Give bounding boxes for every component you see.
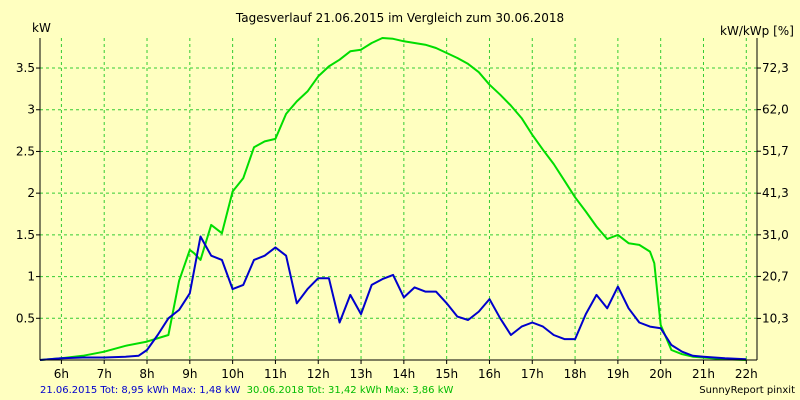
x-tick-label: 6h: [54, 367, 69, 381]
legend-2015: 21.06.2015 Tot: 8,95 kWh Max: 1,48 kW: [40, 385, 241, 396]
x-tick-label: 11h: [264, 367, 287, 381]
credit: SunnyReport pinxit: [699, 385, 795, 396]
y2-tick-label: 20,7: [762, 269, 789, 283]
y-tick-label: 0.5: [16, 311, 35, 325]
x-tick-label: 8h: [139, 367, 154, 381]
series: [39, 37, 747, 361]
x-tick-label: 13h: [350, 367, 373, 381]
legend: 21.06.2015 Tot: 8,95 kWh Max: 1,48 kW 30…: [40, 385, 453, 396]
x-tick-label: 7h: [97, 367, 112, 381]
x-tick-label: 16h: [478, 367, 501, 381]
x-tick-label: 17h: [521, 367, 544, 381]
y-axis-label: kW: [32, 21, 51, 35]
x-tick-label: 14h: [392, 367, 415, 381]
x-tick-label: 20h: [649, 367, 672, 381]
x-tick-label: 19h: [606, 367, 629, 381]
y-tick-label: 1.5: [16, 228, 35, 242]
x-tick-label: 22h: [735, 367, 758, 381]
series-line-21-06-2015: [39, 235, 747, 361]
x-tick-label: 9h: [182, 367, 197, 381]
axes: [36, 38, 761, 364]
y2-tick-label: 10,3: [762, 311, 789, 325]
tick-labels: 6h 7h 8h 9h 10h 11h 12h 13h 14h 15h 16h 17h 18h 19h 20…: [16, 61, 789, 381]
x-tick-label: 18h: [564, 367, 587, 381]
y2-tick-label: 51,7: [762, 144, 789, 158]
y2-tick-label: 41,3: [762, 186, 789, 200]
y-tick-label: 3.5: [16, 61, 35, 75]
y2-tick-label: 72,3: [762, 61, 789, 75]
y2-axis-label: kW/kWp [%]: [720, 24, 794, 38]
x-tick-label: 12h: [307, 367, 330, 381]
y2-tick-label: 62,0: [762, 103, 789, 117]
x-tick-label: 15h: [435, 367, 458, 381]
y-tick-label: 1: [27, 270, 35, 284]
chart-title: Tagesverlauf 21.06.2015 im Vergleich zum…: [235, 11, 564, 25]
x-tick-label: 21h: [692, 367, 715, 381]
x-tick-label: 10h: [221, 367, 244, 381]
series-line-30-06-2018: [39, 37, 747, 361]
y2-tick-label: 31,0: [762, 228, 789, 242]
y-tick-label: 2.5: [16, 144, 35, 158]
legend-2018: 30.06.2018 Tot: 31,42 kWh Max: 3,86 kW: [247, 385, 454, 396]
y-tick-label: 2: [27, 186, 35, 200]
y-tick-label: 3: [27, 103, 35, 117]
grid: [40, 38, 757, 360]
